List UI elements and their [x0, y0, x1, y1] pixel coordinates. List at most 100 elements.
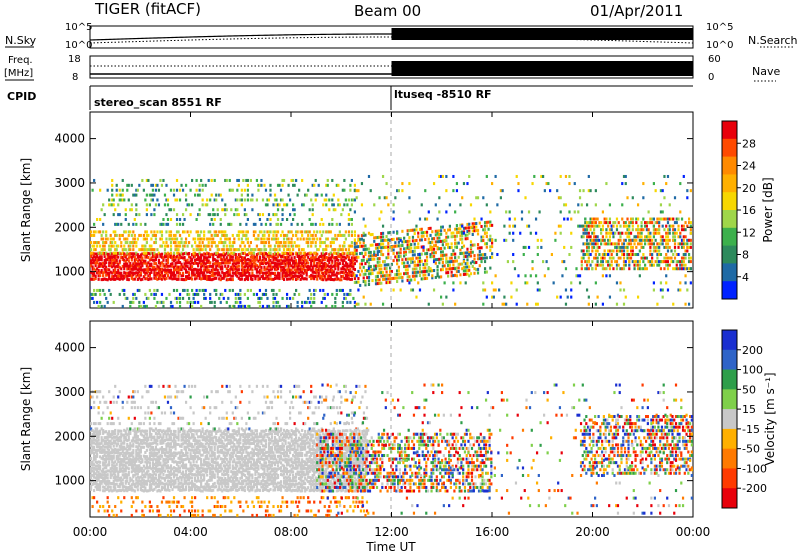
data-cell: [234, 267, 237, 271]
data-cell: [269, 188, 272, 192]
data-cell: [234, 292, 237, 296]
data-cell: [227, 237, 230, 241]
data-cell: [236, 265, 239, 269]
data-cell: [483, 221, 487, 225]
data-cell: [153, 230, 156, 234]
data-cell: [387, 241, 390, 245]
data-cell: [91, 450, 94, 454]
data-cell: [652, 245, 655, 249]
data-cell: [230, 244, 233, 248]
data-cell: [120, 476, 123, 480]
data-cell: [192, 262, 195, 266]
data-cell: [329, 264, 332, 268]
data-cell: [335, 271, 338, 275]
data-cell: [665, 263, 668, 267]
data-cell: [129, 273, 132, 277]
data-cell: [201, 276, 204, 280]
data-cell: [106, 473, 109, 477]
data-cell: [461, 196, 464, 200]
data-cell: [251, 277, 254, 281]
data-cell: [142, 445, 145, 449]
data-cell: [659, 242, 663, 246]
data-cell: [99, 262, 102, 266]
data-cell: [160, 267, 164, 271]
data-cell: [132, 241, 135, 245]
data-cell: [675, 231, 678, 235]
data-cell: [245, 230, 248, 234]
data-cell: [580, 263, 583, 267]
data-cell: [153, 292, 156, 296]
data-cell: [317, 258, 320, 262]
data-cell: [252, 222, 256, 226]
data-cell: [127, 244, 130, 248]
data-cell: [133, 390, 136, 394]
data-cell: [622, 174, 626, 178]
data-cell: [668, 231, 671, 235]
data-cell: [254, 274, 257, 278]
data-cell: [677, 260, 680, 264]
data-cell: [329, 244, 332, 248]
data-cell: [275, 222, 278, 226]
data-cell: [206, 198, 209, 202]
data-cell: [114, 473, 117, 477]
data-cell: [209, 270, 212, 274]
data-cell: [349, 273, 352, 277]
data-cell: [311, 258, 314, 262]
data-cell: [352, 273, 355, 277]
data-cell: [102, 450, 105, 454]
data-cell: [411, 274, 415, 278]
data-cell: [91, 445, 94, 449]
data-cell: [332, 273, 335, 277]
data-cell: [260, 248, 263, 252]
data-cell: [121, 488, 124, 492]
data-cell: [174, 261, 177, 265]
data-cell: [252, 251, 256, 255]
data-cell: [145, 472, 148, 476]
data-cell: [138, 427, 141, 431]
data-cell: [124, 253, 127, 257]
data-cell: [210, 278, 213, 282]
data-cell: [413, 239, 416, 243]
data-cell: [638, 263, 641, 267]
data-cell: [257, 300, 260, 304]
data-cell: [183, 255, 186, 259]
data-cell: [111, 473, 114, 477]
data-cell: [334, 248, 337, 252]
data-cell: [93, 438, 96, 442]
data-cell: [109, 277, 112, 281]
data-cell: [459, 230, 462, 234]
data-cell: [117, 436, 120, 440]
data-cell: [100, 208, 103, 212]
data-cell: [404, 272, 408, 276]
data-cell: [673, 245, 677, 249]
data-cell: [652, 242, 655, 246]
data-cell: [282, 259, 286, 263]
data-cell: [210, 252, 213, 256]
data-cell: [302, 264, 305, 268]
data-cell: [376, 243, 379, 247]
data-cell: [144, 255, 147, 259]
data-cell: [508, 231, 511, 235]
data-cell: [168, 237, 171, 241]
data-cell: [163, 203, 167, 207]
data-cell: [452, 252, 455, 256]
data-cell: [267, 259, 271, 263]
data-cell: [118, 453, 121, 457]
data-cell: [325, 256, 328, 260]
data-cell: [439, 268, 443, 272]
data-cell: [587, 235, 590, 239]
data-cell: [666, 267, 670, 271]
data-cell: [162, 274, 165, 278]
data-cell: [111, 193, 114, 197]
data-cell: [97, 433, 100, 437]
data-cell: [385, 274, 388, 278]
data-cell: [106, 268, 109, 272]
data-cell: [162, 222, 165, 226]
data-cell: [141, 252, 144, 256]
data-cell: [204, 274, 207, 278]
data-cell: [424, 269, 427, 273]
data-cell: [255, 253, 259, 257]
data-cell: [203, 258, 206, 262]
data-cell: [276, 265, 280, 269]
data-cell: [295, 259, 298, 263]
